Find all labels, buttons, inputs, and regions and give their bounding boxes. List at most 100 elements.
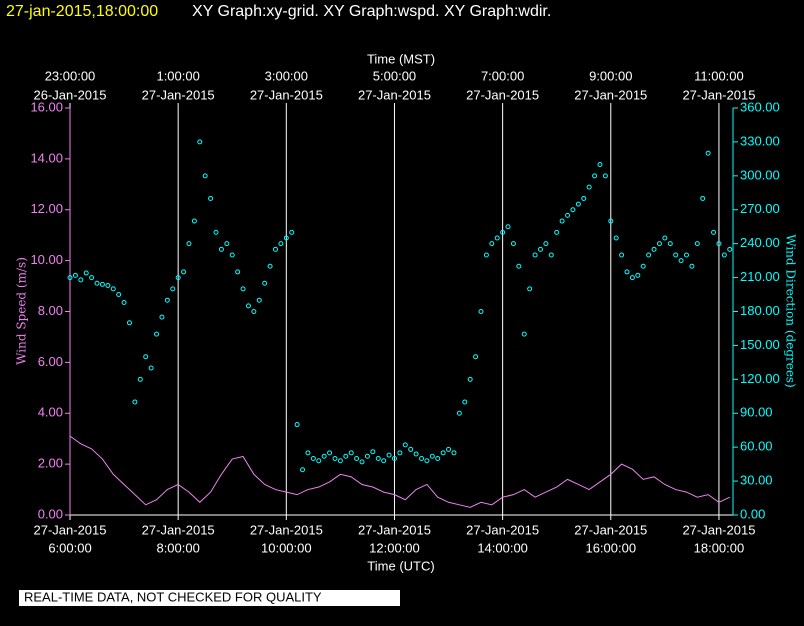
x2-tick-date: 27-Jan-2015	[142, 87, 215, 102]
direction-point	[289, 229, 295, 235]
y-tick-label: 10.00	[30, 252, 63, 267]
x-tick-label: 12:00:00	[369, 540, 420, 555]
direction-point	[137, 376, 143, 382]
direction-point	[132, 399, 138, 405]
direction-point	[224, 241, 230, 247]
direction-point	[537, 246, 543, 252]
direction-point	[532, 252, 538, 258]
x2-tick-date: 27-Jan-2015	[250, 87, 323, 102]
direction-point	[208, 195, 214, 201]
note: REAL-TIME DATA, NOT CHECKED FOR QUALITY	[24, 589, 322, 604]
direction-point	[694, 241, 700, 247]
direction-point	[478, 309, 484, 314]
x-tick-label: 14:00:00	[477, 540, 528, 555]
y2-tick-label: 240.00	[740, 235, 780, 250]
direction-point	[489, 241, 495, 247]
direction-point	[354, 455, 360, 461]
y2-tick-label: 210.00	[740, 269, 780, 284]
direction-point	[683, 252, 689, 258]
y2-tick-label: 90.00	[740, 405, 773, 420]
x-axis-label: Time (UTC)	[367, 558, 434, 573]
direction-point	[651, 246, 657, 252]
direction-point	[608, 218, 614, 224]
x2-tick-label: 9:00:00	[589, 68, 632, 83]
direction-point	[72, 272, 78, 278]
direction-point	[716, 241, 722, 247]
direction-point	[613, 235, 619, 241]
y-tick-label: 6.00	[38, 354, 63, 369]
direction-point	[332, 455, 338, 461]
direction-point	[181, 269, 187, 275]
direction-point	[516, 263, 522, 269]
direction-point	[689, 263, 695, 269]
direction-point	[159, 314, 165, 320]
direction-point	[678, 258, 684, 264]
direction-point	[510, 241, 516, 247]
direction-point	[721, 252, 727, 258]
direction-point	[656, 241, 662, 247]
direction-point	[267, 263, 273, 269]
direction-point	[408, 446, 414, 452]
x2-tick-label: 3:00:00	[265, 68, 308, 83]
direction-point	[413, 451, 419, 457]
x2-tick-date: 27-Jan-2015	[574, 87, 647, 102]
direction-point	[283, 235, 289, 241]
direction-point	[435, 455, 441, 461]
direction-point	[240, 286, 246, 292]
x-tick-label: 10:00:00	[261, 540, 312, 555]
x-tick-date: 27-Jan-2015	[682, 522, 755, 537]
x-tick-date: 27-Jan-2015	[250, 522, 323, 537]
direction-point	[348, 450, 354, 456]
direction-point	[391, 455, 397, 461]
direction-point	[424, 458, 430, 464]
y2-tick-label: 60.00	[740, 439, 773, 454]
note-box	[19, 590, 400, 606]
y2-tick-label: 300.00	[740, 167, 780, 182]
x-tick-date: 27-Jan-2015	[358, 522, 431, 537]
direction-point	[245, 303, 251, 309]
direction-point	[500, 229, 506, 235]
direction-point	[456, 410, 462, 416]
x-tick-label: 6:00:00	[48, 540, 91, 555]
direction-point	[575, 201, 581, 207]
y2-tick-label: 180.00	[740, 303, 780, 318]
direction-point	[251, 309, 257, 314]
direction-point	[99, 281, 105, 287]
y2-tick-label: 330.00	[740, 133, 780, 148]
direction-point	[370, 449, 376, 455]
y2-axis-label: Wind Direction (degrees)	[784, 234, 798, 388]
y-axis-label: Wind Speed (m/s)	[15, 257, 29, 365]
direction-point	[78, 277, 84, 283]
direction-point	[327, 450, 333, 456]
direction-point	[213, 229, 219, 235]
chart-title: XY Graph:xy-grid. XY Graph:wspd. XY Grap…	[192, 3, 551, 20]
direction-point	[364, 453, 370, 459]
direction-point	[83, 270, 89, 276]
direction-point	[662, 235, 668, 241]
direction-point	[559, 218, 565, 224]
direction-point	[143, 354, 149, 360]
direction-point	[321, 453, 327, 459]
y2-tick-label: 270.00	[740, 201, 780, 216]
direction-point	[272, 246, 278, 252]
direction-point	[554, 229, 560, 235]
title-time: 27-jan-2015,18:00:00	[6, 3, 158, 20]
direction-point	[473, 354, 479, 360]
y-tick-label: 12.00	[30, 201, 63, 216]
direction-point	[121, 299, 127, 305]
direction-point	[429, 453, 435, 459]
direction-point	[116, 292, 122, 298]
direction-point	[624, 269, 630, 275]
direction-point	[711, 229, 717, 235]
direction-point	[300, 467, 306, 473]
direction-point	[229, 252, 235, 258]
x2-tick-label: 1:00:00	[156, 68, 199, 83]
y2-tick-label: 150.00	[740, 337, 780, 352]
direction-point	[548, 252, 554, 258]
y-tick-label: 8.00	[38, 303, 63, 318]
direction-point	[67, 275, 73, 281]
direction-point	[256, 297, 262, 303]
direction-point	[521, 331, 527, 337]
x-tick-label: 8:00:00	[156, 540, 199, 555]
direction-point	[105, 282, 111, 288]
